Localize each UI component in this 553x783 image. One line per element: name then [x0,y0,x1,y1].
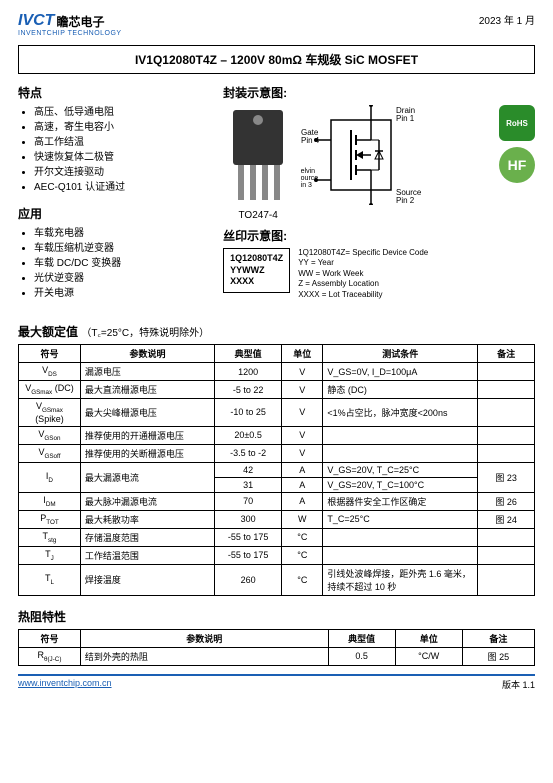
table-row: VGSon推荐使用的开通栅源电压20±0.5V [19,426,535,444]
page-header: IVCT 瞻芯电子 INVENTCHIP TECHNOLOGY 2023 年 1… [18,12,535,37]
title-bar: IV1Q12080T4Z – 1200V 80mΩ 车规级 SiC MOSFET [18,45,535,74]
hf-badge: HF [499,147,535,183]
table-row: Tstg存储温度范围-55 to 175°C [19,528,535,546]
legend-line: YY = Year [298,258,428,268]
col-sym: 符号 [19,629,81,647]
list-item: 高工作结温 [34,135,209,150]
legend-line: Z = Assembly Location [298,279,428,289]
table-row: TL焊接温度260°C引线处波峰焊接，距外壳 1.6 毫米，持续不超过 10 秒 [19,564,535,595]
list-item: 高速，寄生电容小 [34,120,209,135]
svg-text:Source: Source [301,175,318,182]
svg-text:Pin 2: Pin 2 [396,196,415,205]
col-cond: 测试条件 [323,345,478,363]
col-sym: 符号 [19,345,81,363]
package-heading: 封装示意图: [223,84,535,101]
silk-line: 1Q12080T4Z [230,253,283,265]
apps-list: 车载充电器 车载压缩机逆变器 车载 DC/DC 变换器 光伏逆变器 开关电源 [18,226,209,301]
silk-box: 1Q12080T4Z YYWWZ XXXX [223,248,290,293]
svg-text:Pin 1: Pin 1 [396,114,415,123]
schematic: DrainPin 1 GatePin 4 KelvinSourcePin 3 S… [301,105,491,208]
svg-text:Pin 3: Pin 3 [301,182,312,189]
list-item: 光伏逆变器 [34,271,209,286]
table-row: Rθ(J-C)结到外壳的热阻0.5°C/W图 25 [19,647,535,665]
footer-url[interactable]: www.inventchip.com.cn [18,678,112,691]
legend-line: 1Q12080T4Z= Specific Device Code [298,248,428,258]
badges: RoHS HF [499,105,535,183]
col-rem: 备注 [462,629,534,647]
date: 2023 年 1 月 [479,12,535,27]
logo-cn: 瞻芯电子 [56,13,104,30]
col-desc: 参数说明 [80,629,328,647]
list-item: 开尔文连接驱动 [34,165,209,180]
max-ratings-heading: 最大额定值 （T꜀=25°C，特殊说明除外） [18,323,535,340]
silk-line: YYWWZ [230,265,283,277]
legend-line: XXXX = Lot Traceability [298,290,428,300]
silk-line: XXXX [230,276,283,288]
legend-line: WW = Work Week [298,269,428,279]
col-rem: 备注 [478,345,535,363]
col-unit: 单位 [282,345,323,363]
features-heading: 特点 [18,84,209,101]
silk-heading: 丝印示意图: [223,227,535,244]
features-list: 高压、低导通电阻 高速，寄生电容小 高工作结温 快速恢复体二极管 开尔文连接驱动… [18,105,209,195]
table-row: ID最大漏源电流42AV_GS=20V, T_C=25°C图 23 [19,462,535,477]
rohs-badge: RoHS [499,105,535,141]
svg-text:Kelvin: Kelvin [301,168,315,175]
col-desc: 参数说明 [80,345,214,363]
apps-heading: 应用 [18,205,209,222]
col-typ: 典型值 [328,629,395,647]
package-label: TO247-4 [223,210,293,221]
col-unit: 单位 [395,629,462,647]
table-row: VDS漏源电压1200VV_GS=0V, I_D=100μA [19,363,535,381]
table-row: PTOT最大耗散功率300WT_C=25°C图 24 [19,510,535,528]
thermal-heading: 热阻特性 [18,608,535,625]
table-row: TJ工作结温范围-55 to 175°C [19,546,535,564]
list-item: 车载充电器 [34,226,209,241]
thermal-table: 符号 参数说明 典型值 单位 备注 Rθ(J-C)结到外壳的热阻0.5°C/W图… [18,629,535,666]
list-item: 快速恢复体二极管 [34,150,209,165]
table-row: VGSmax (Spike)最大尖峰栅源电压-10 to 25V<1%占空比，脉… [19,399,535,427]
list-item: AEC-Q101 认证通过 [34,180,209,195]
table-row: IDM最大脉冲漏源电流70A根据器件安全工作区确定图 26 [19,492,535,510]
col-typ: 典型值 [215,345,282,363]
logo-mark: IVCT [18,12,54,30]
list-item: 车载压缩机逆变器 [34,241,209,256]
table-row: VGSmax (DC)最大直流栅源电压-5 to 22V静态 (DC) [19,381,535,399]
logo-subtitle: INVENTCHIP TECHNOLOGY [18,30,122,37]
silk-legend: 1Q12080T4Z= Specific Device Code YY = Ye… [298,248,428,300]
footer-version: 版本 1.1 [502,678,535,691]
footer: www.inventchip.com.cn 版本 1.1 [18,674,535,691]
list-item: 高压、低导通电阻 [34,105,209,120]
list-item: 车载 DC/DC 变换器 [34,256,209,271]
logo: IVCT 瞻芯电子 INVENTCHIP TECHNOLOGY [18,12,122,37]
max-ratings-table: 符号 参数说明 典型值 单位 测试条件 备注 VDS漏源电压1200VV_GS=… [18,344,535,596]
package-image: TO247-4 [223,105,293,221]
table-row: VGSoff推荐使用的关断栅源电压-3.5 to -2V [19,444,535,462]
list-item: 开关电源 [34,286,209,301]
svg-text:Pin 4: Pin 4 [301,136,320,145]
